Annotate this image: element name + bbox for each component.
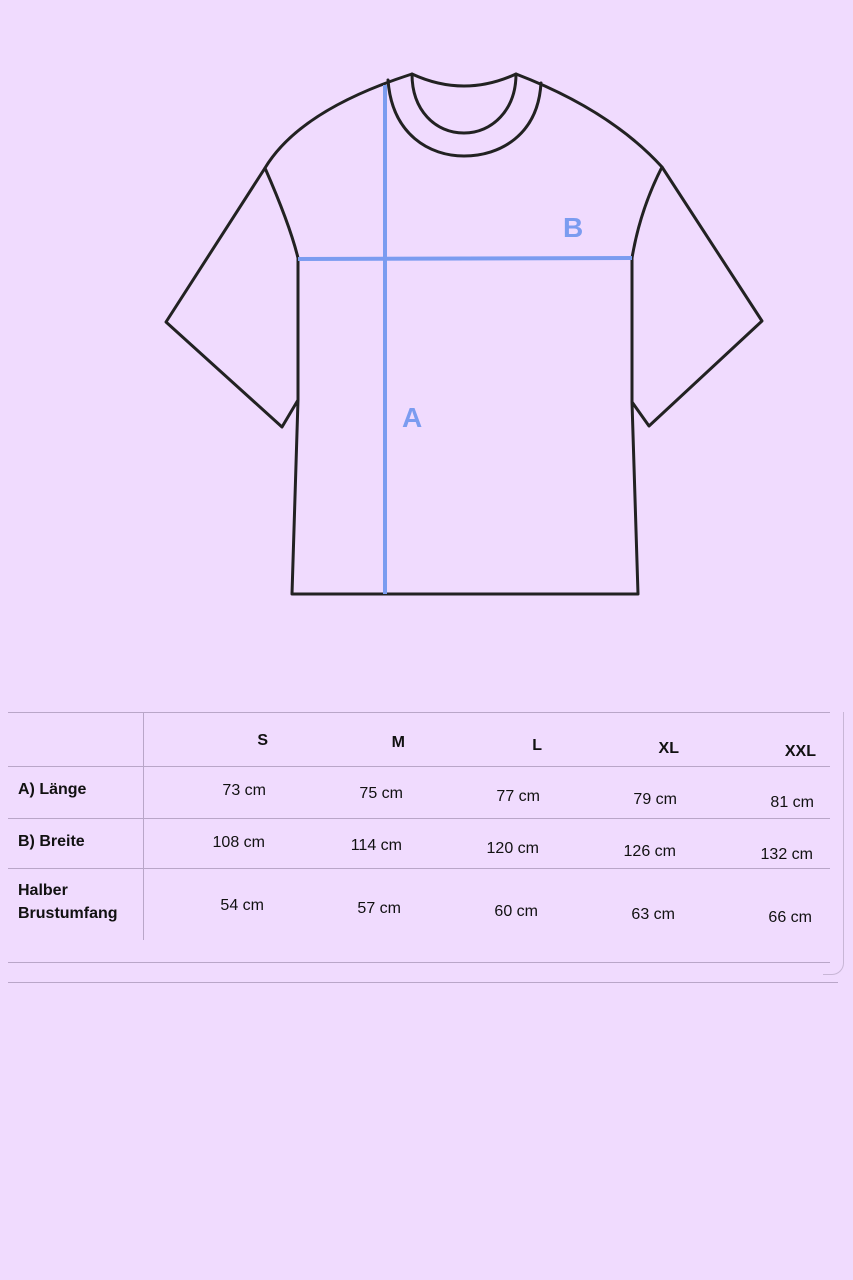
row-label-line: Halber bbox=[18, 882, 68, 899]
tshirt-diagram: A B bbox=[164, 72, 764, 596]
row-label-length: A) Länge bbox=[18, 781, 87, 798]
divider bbox=[8, 712, 830, 713]
size-header-l: L bbox=[532, 737, 542, 754]
value-cell: 54 cm bbox=[220, 897, 264, 914]
divider bbox=[8, 962, 830, 963]
size-header-xxl: XXL bbox=[784, 743, 816, 760]
measure-line-width bbox=[297, 256, 633, 261]
size-header-s: S bbox=[257, 732, 268, 749]
value-cell: 120 cm bbox=[486, 840, 539, 857]
tshirt-outline bbox=[164, 72, 764, 596]
column-divider bbox=[143, 712, 144, 940]
collar bbox=[386, 72, 543, 158]
row-label-line: Brustumfang bbox=[18, 905, 118, 922]
value-cell: 75 cm bbox=[359, 785, 403, 802]
value-cell: 77 cm bbox=[496, 788, 540, 805]
value-cell: 60 cm bbox=[494, 903, 538, 920]
row-label-width: B) Breite bbox=[18, 833, 85, 850]
table-border bbox=[823, 712, 844, 975]
value-cell: 81 cm bbox=[770, 794, 814, 811]
divider bbox=[8, 982, 838, 983]
value-cell: 57 cm bbox=[357, 900, 401, 917]
value-cell: 132 cm bbox=[760, 846, 813, 863]
divider bbox=[8, 868, 830, 869]
value-cell: 108 cm bbox=[212, 834, 265, 851]
value-cell: 114 cm bbox=[350, 837, 402, 854]
size-header-xl: XL bbox=[658, 740, 679, 757]
size-header-m: M bbox=[391, 734, 405, 751]
value-cell: 63 cm bbox=[631, 906, 675, 923]
label-b: B bbox=[563, 212, 583, 243]
row-label-half-chest: Halber Brustumfang bbox=[18, 879, 118, 925]
value-cell: 79 cm bbox=[633, 791, 677, 808]
divider bbox=[8, 766, 830, 767]
divider bbox=[8, 818, 830, 819]
value-cell: 126 cm bbox=[623, 843, 676, 860]
label-a: A bbox=[402, 402, 422, 433]
value-cell: 66 cm bbox=[768, 909, 812, 926]
value-cell: 73 cm bbox=[222, 782, 266, 799]
